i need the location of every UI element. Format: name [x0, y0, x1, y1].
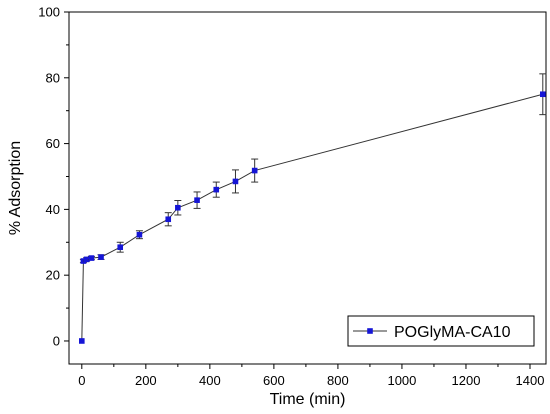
legend: POGlyMA-CA10 — [347, 315, 535, 347]
x-axis: 0 200 400 600 800 1000 1200 1400 — [78, 364, 544, 388]
data-point — [165, 216, 172, 223]
x-tick-label: 1400 — [516, 373, 545, 388]
x-tick-label: 200 — [135, 373, 157, 388]
data-point — [117, 244, 124, 251]
data-point — [88, 255, 95, 261]
data-point — [98, 254, 104, 260]
y-tick-label: 60 — [46, 136, 60, 151]
legend-box — [347, 315, 535, 347]
x-tick-label: 0 — [78, 373, 85, 388]
data-point — [251, 167, 258, 174]
data-point — [136, 231, 143, 238]
data-point — [79, 338, 85, 344]
plot-area: 0 200 400 600 800 1000 1200 1400 0 20 40 60 80 100 — [38, 5, 547, 388]
y-axis: 0 20 40 60 80 100 — [38, 5, 69, 348]
data-point — [194, 197, 200, 203]
series-layer — [79, 73, 547, 344]
x-tick-label: 1200 — [452, 373, 481, 388]
data-point — [539, 91, 546, 98]
x-tick-label: 600 — [263, 373, 285, 388]
axis-frame — [68, 11, 547, 365]
series-line — [81, 93, 543, 341]
y-tick-label: 100 — [38, 5, 60, 20]
legend-label: POGlyMA-CA10 — [394, 324, 511, 341]
y-tick-label: 20 — [46, 268, 60, 283]
y-axis-title: % Adsorption — [7, 141, 24, 235]
data-point — [83, 256, 90, 263]
y-tick-label: 80 — [46, 70, 60, 85]
x-tick-label: 800 — [327, 373, 349, 388]
data-point — [232, 178, 239, 185]
data-point — [213, 186, 220, 193]
y-tick-label: 40 — [46, 202, 60, 217]
data-point — [175, 204, 181, 211]
x-tick-label: 1000 — [387, 373, 416, 388]
y-tick-label: 0 — [53, 333, 60, 348]
x-tick-label: 400 — [199, 373, 221, 388]
legend-marker — [367, 328, 373, 334]
x-axis-title: Time (min) — [270, 391, 346, 408]
